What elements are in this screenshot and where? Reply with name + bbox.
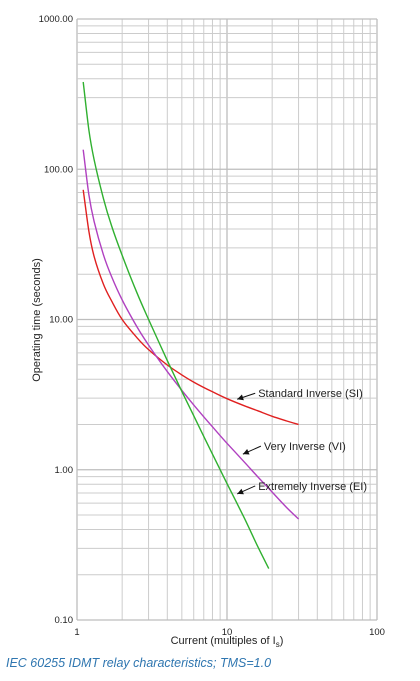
series-line-2 <box>82 149 300 520</box>
y-tick-label: 100.00 <box>44 164 73 175</box>
x-axis-title: Current (multiples of Is) <box>171 635 284 649</box>
curves <box>82 81 300 569</box>
annotations: Standard Inverse (SI) Very Inverse (VI) Ex… <box>237 388 367 495</box>
idmt-chart: Standard Inverse (SI) Very Inverse (VI) Ex… <box>31 14 385 649</box>
x-axis-title-end: ) <box>280 635 284 647</box>
x-tick-label: 100 <box>369 627 385 638</box>
annotation-label: Very Inverse (VI) <box>264 441 346 453</box>
x-axis-title-main: Current (multiples of I <box>171 635 276 647</box>
annotation-label: Extremely Inverse (EI) <box>258 481 367 493</box>
y-tick-label: 1.00 <box>55 465 74 476</box>
x-tick-label: 1 <box>74 627 79 638</box>
series-line-1 <box>82 189 299 426</box>
annotation-arrowhead <box>237 488 244 495</box>
tick-labels: 1 10 100 0.10 1.00 10.00 100.00 1000.00 <box>39 14 385 638</box>
figure-caption: IEC 60255 IDMT relay characteristics; TM… <box>6 656 272 670</box>
y-tick-label: 10.00 <box>49 315 73 326</box>
annotation-label: Standard Inverse (SI) <box>258 388 363 400</box>
annotation-arrowhead <box>237 394 244 401</box>
series-line-3 <box>82 81 270 569</box>
x-axis-title-subscript: s <box>276 640 280 649</box>
y-tick-label: 1000.00 <box>39 14 73 25</box>
y-tick-label: 0.10 <box>55 615 74 626</box>
x-tick-label: 10 <box>222 627 233 638</box>
y-axis-title: Operating time (seconds) <box>31 258 43 382</box>
annotation-arrowhead <box>242 448 250 455</box>
grid <box>76 18 378 621</box>
